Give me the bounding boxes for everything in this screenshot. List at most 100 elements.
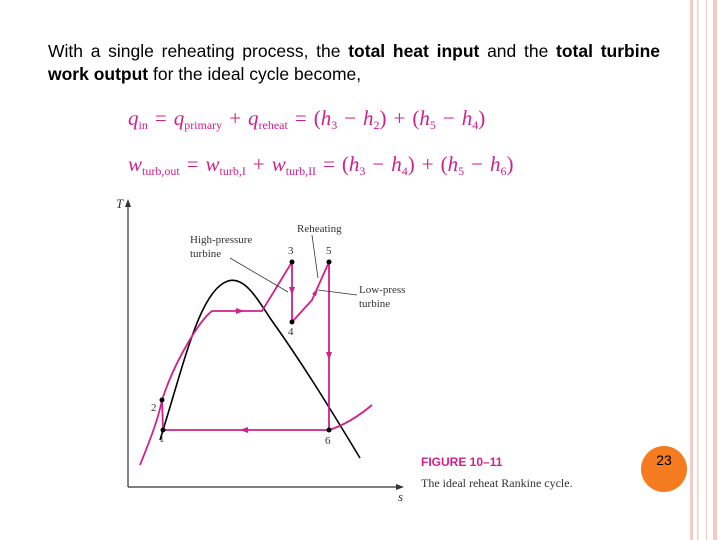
point <box>289 319 295 325</box>
equation-variable: h <box>447 152 459 176</box>
equation-operator: = <box>294 106 307 130</box>
axis-label: s <box>398 489 403 504</box>
equation-variable: h <box>348 152 360 176</box>
page-number: 23 <box>641 446 687 492</box>
equation-symbol: ) <box>506 152 514 176</box>
point <box>289 259 295 265</box>
arrow <box>236 308 244 314</box>
equation-operator: − <box>372 152 385 176</box>
point-label: 5 <box>326 245 332 257</box>
equation-subscript: 5 <box>429 118 436 132</box>
equation-subscript: turb,II <box>285 164 317 178</box>
arrow <box>289 287 295 295</box>
equation-variable: h <box>363 106 374 130</box>
arrow <box>240 427 248 433</box>
equation-subscript: 3 <box>331 118 338 132</box>
process-line <box>139 261 293 466</box>
equation-operator: = <box>323 152 335 176</box>
equation-symbol: ( <box>341 152 349 176</box>
equation: wturb,out = wturb,I + wturb,II = (h3− h4) + (h5− h… <box>128 152 513 179</box>
equation-operator: + <box>393 106 406 130</box>
equation-subscript: in <box>138 118 148 132</box>
arrow <box>312 288 318 296</box>
axis-label: T <box>116 196 124 211</box>
equation-operator: + <box>229 106 242 130</box>
point-label: 1 <box>159 433 165 445</box>
leader-line <box>229 257 289 293</box>
equation-subscript: primary <box>184 118 223 132</box>
point <box>326 427 332 433</box>
point-label: 2 <box>151 402 157 414</box>
equation-subscript: 6 <box>500 164 507 178</box>
equation-subscript: turb,I <box>219 164 246 178</box>
bold-text: total turbine work output <box>48 41 660 84</box>
equation-symbol: ) <box>407 152 415 176</box>
saturation-dome <box>159 279 361 459</box>
arrow <box>326 352 332 360</box>
process-line <box>328 404 373 431</box>
equation-variable: q <box>173 106 185 130</box>
equation-symbol: ( <box>313 106 321 130</box>
equation-subscript: turb,out <box>142 164 180 178</box>
equation-variable: h <box>461 106 473 130</box>
equation-variable: h <box>489 152 501 176</box>
text: With a single reheating process, the <box>48 41 349 61</box>
point <box>160 427 166 433</box>
arrow <box>125 199 131 207</box>
point-label: 6 <box>325 435 331 447</box>
figure-caption: The ideal reheat Rankine cycle. <box>421 476 573 490</box>
equation-subscript: 3 <box>359 164 366 178</box>
equation-symbol: ( <box>440 152 448 176</box>
equation-operator: + <box>252 152 265 176</box>
border-line <box>697 0 699 540</box>
equation-symbol: ) <box>478 106 486 130</box>
equation-operator: = <box>186 152 199 176</box>
process-line <box>291 261 330 323</box>
equation-variable: h <box>391 152 402 176</box>
point-label: 4 <box>288 326 294 338</box>
figure-number: FIGURE 10–11 <box>421 455 503 469</box>
equation: qin = qprimary + qreheat = (h3− h2) + (h5− h4) <box>128 106 485 133</box>
equation-variable: q <box>128 106 139 130</box>
diagram-label: Low-press <box>359 284 405 296</box>
equation-operator: − <box>442 106 455 130</box>
equation-subscript: 5 <box>458 164 465 178</box>
diagram-label: turbine <box>359 298 390 310</box>
border-line <box>706 0 707 540</box>
equation-operator: − <box>344 106 357 130</box>
equation-symbol: ( <box>412 106 420 130</box>
equation-variable: h <box>419 106 430 130</box>
border-line <box>713 0 717 540</box>
equation-variable: w <box>205 152 220 176</box>
equation-operator: − <box>471 152 483 176</box>
border-line <box>690 0 693 540</box>
diagram-label: turbine <box>190 248 221 260</box>
equation-subscript: 4 <box>401 164 408 178</box>
equation-subscript: reheat <box>258 118 288 132</box>
body-text: With a single reheating process, the tot… <box>48 40 660 86</box>
equation-variable: h <box>320 106 332 130</box>
process-line <box>161 399 164 431</box>
text: for the ideal cycle become, <box>148 64 362 84</box>
point <box>326 259 332 265</box>
leader-line <box>317 289 358 296</box>
diagram-label: Reheating <box>297 223 342 235</box>
leader-line <box>311 234 319 279</box>
equation-subscript: 4 <box>472 118 479 132</box>
point <box>159 397 165 403</box>
equation-subscript: 2 <box>373 118 380 132</box>
point-label: 3 <box>288 245 294 257</box>
diagram-label: High-pressure <box>190 234 252 246</box>
equation-variable: w <box>128 152 143 176</box>
bold-text: total heat input <box>348 41 480 61</box>
text: and the <box>479 41 557 61</box>
arrow <box>396 484 404 490</box>
equation-variable: q <box>248 106 259 130</box>
equation-operator: = <box>154 106 167 130</box>
equation-variable: w <box>271 152 286 176</box>
equation-symbol: ) <box>379 106 387 130</box>
equation-operator: + <box>421 152 434 176</box>
